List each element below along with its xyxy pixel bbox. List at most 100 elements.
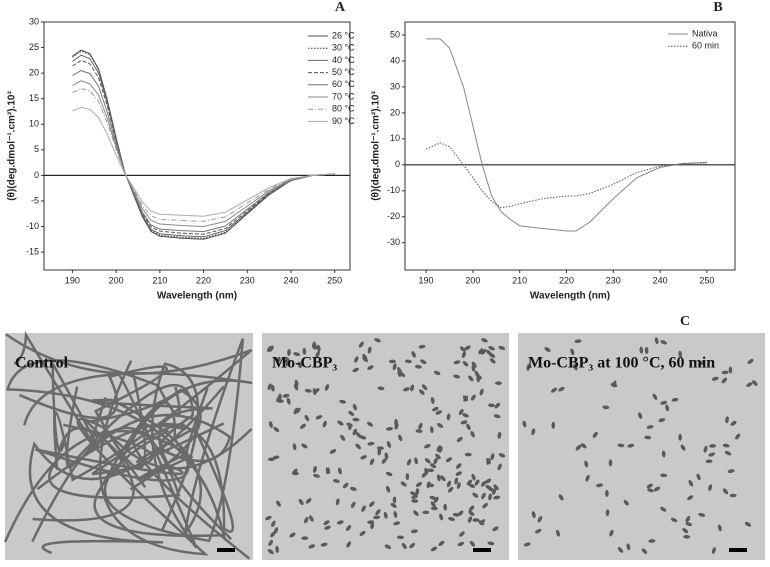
spore xyxy=(648,539,656,543)
spore xyxy=(485,478,492,484)
spore xyxy=(660,473,668,478)
spore xyxy=(346,541,352,548)
spore xyxy=(453,360,461,365)
spore xyxy=(724,450,732,456)
y-tick-label: 30 xyxy=(29,16,39,26)
y-tick-label: -5 xyxy=(31,195,39,205)
spore xyxy=(678,350,683,358)
spore xyxy=(685,515,691,523)
x-tick-label: 210 xyxy=(512,275,527,285)
spore xyxy=(301,443,308,449)
data-line xyxy=(425,142,707,209)
y-tick-label: 20 xyxy=(390,107,400,117)
spore xyxy=(456,436,463,443)
micrograph: Mo-CBP₃ xyxy=(262,333,509,560)
y-axis-label: (θ)(deg.dmol⁻¹.cm²).10³ xyxy=(371,91,382,201)
spore xyxy=(286,397,291,405)
spore xyxy=(390,502,397,508)
spore xyxy=(359,530,366,536)
hypha xyxy=(28,385,225,555)
x-tick-label: 200 xyxy=(109,275,124,285)
hypha xyxy=(13,331,100,452)
spore xyxy=(430,506,438,511)
spore xyxy=(352,428,358,436)
spore xyxy=(711,547,716,554)
y-tick-label: -10 xyxy=(387,185,400,195)
micrograph-label: Mo-CBP₃ at 100 °C, 60 min xyxy=(528,355,715,372)
spore xyxy=(424,467,429,475)
spore xyxy=(468,505,475,512)
y-tick-label: 20 xyxy=(29,68,39,78)
spore xyxy=(287,348,291,356)
spore xyxy=(574,339,582,343)
spore xyxy=(303,516,309,524)
spore xyxy=(360,455,367,460)
spore xyxy=(644,346,649,354)
spore xyxy=(418,422,423,430)
spore xyxy=(494,381,502,386)
spore xyxy=(268,539,274,547)
spore xyxy=(267,383,272,391)
spore xyxy=(482,502,489,509)
spore xyxy=(369,501,375,507)
spore xyxy=(443,503,447,511)
spore xyxy=(453,374,461,379)
spore xyxy=(435,453,441,460)
spore xyxy=(276,500,281,507)
spore xyxy=(369,458,375,466)
spore xyxy=(605,489,609,497)
spore xyxy=(426,481,431,489)
spore xyxy=(316,344,321,352)
spore xyxy=(531,428,536,436)
spore xyxy=(476,375,481,383)
spore xyxy=(497,431,502,439)
spore xyxy=(346,422,353,427)
spore xyxy=(415,482,423,487)
spore xyxy=(439,513,444,521)
spore xyxy=(470,431,475,438)
spore xyxy=(415,488,420,496)
spore xyxy=(324,525,331,530)
spore xyxy=(436,474,441,482)
spore xyxy=(729,493,737,498)
spore xyxy=(278,393,282,401)
spore xyxy=(596,483,603,488)
data-line xyxy=(72,80,335,228)
spore xyxy=(398,434,403,442)
spore xyxy=(558,494,564,501)
spore xyxy=(721,370,729,375)
x-tick-label: 210 xyxy=(152,275,167,285)
spore xyxy=(324,384,330,391)
spore xyxy=(275,545,279,553)
spore xyxy=(361,505,366,512)
spore xyxy=(298,498,304,505)
spore xyxy=(269,345,274,352)
spore xyxy=(652,393,658,400)
spore xyxy=(522,420,527,428)
data-line xyxy=(72,70,335,233)
spore xyxy=(470,394,476,401)
spore xyxy=(293,383,299,391)
x-tick-label: 240 xyxy=(653,275,668,285)
spore xyxy=(639,346,644,354)
spore xyxy=(746,382,753,387)
data-line xyxy=(72,87,335,222)
legend-label: 30 °C xyxy=(332,43,355,53)
x-tick-label: 250 xyxy=(699,275,714,285)
panel-label: C xyxy=(680,314,690,329)
spore xyxy=(414,457,418,465)
spore xyxy=(335,498,340,506)
scale-bar xyxy=(217,548,235,552)
spore xyxy=(492,526,499,532)
spore xyxy=(304,388,312,393)
spore xyxy=(410,529,418,534)
spore xyxy=(355,432,362,439)
spore xyxy=(342,482,349,489)
spore xyxy=(698,513,706,517)
spore xyxy=(469,540,476,547)
spore xyxy=(486,458,491,465)
spore xyxy=(393,521,401,526)
spore xyxy=(452,512,460,517)
spore xyxy=(717,524,722,532)
data-line xyxy=(72,106,335,217)
